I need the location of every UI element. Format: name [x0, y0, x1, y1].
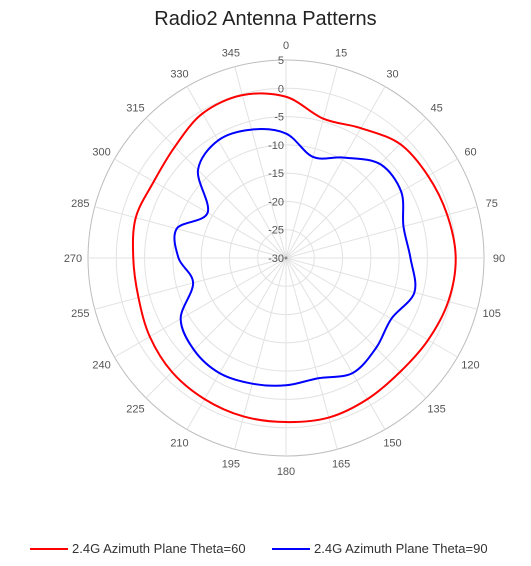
radial-tick-label: -25	[268, 225, 284, 237]
chart-title: Radio2 Antenna Patterns	[154, 8, 377, 30]
radial-tick-label: -20	[268, 196, 284, 208]
radial-tick-label: 0	[278, 83, 284, 95]
angle-tick-label: 90	[493, 253, 505, 265]
grid-spoke	[114, 257, 287, 358]
angle-tick-label: 30	[386, 69, 398, 81]
grid-spoke	[285, 158, 458, 259]
grid-spoke	[285, 86, 386, 259]
angle-tick-label: 345	[222, 47, 240, 59]
angle-tick-label: 210	[170, 437, 188, 449]
angle-tick-label: 240	[92, 360, 110, 372]
angle-tick-label: 255	[71, 308, 89, 320]
grid-spoke	[285, 117, 427, 259]
angle-tick-label: 15	[335, 47, 347, 59]
radial-tick-label: -15	[268, 168, 284, 180]
grid-spoke	[285, 257, 386, 430]
grid-spoke	[285, 257, 478, 310]
grid-spoke	[285, 257, 427, 399]
angle-tick-label: 0	[283, 40, 289, 52]
angle-tick-label: 135	[427, 404, 445, 416]
series-line-2	[173, 128, 417, 387]
radial-tick-label: -10	[268, 140, 284, 152]
grid-spoke	[234, 66, 287, 259]
angle-tick-label: 150	[383, 437, 401, 449]
grid-spoke	[186, 257, 287, 430]
angle-tick-label: 45	[430, 102, 442, 114]
angle-tick-label: 60	[464, 147, 476, 159]
grid-spoke	[285, 257, 458, 358]
angle-tick-label: 180	[277, 466, 295, 478]
angle-tick-label: 225	[126, 404, 144, 416]
grid-spoke	[145, 117, 287, 259]
grid-spoke	[94, 206, 287, 259]
series-line-1	[131, 92, 457, 424]
grid-spoke	[114, 158, 287, 259]
grid-spoke	[94, 257, 287, 310]
angle-tick-label: 285	[71, 198, 89, 210]
radial-tick-label: -30	[268, 253, 284, 265]
radial-tick-label: -5	[274, 112, 284, 124]
legend-label-2: 2.4G Azimuth Plane Theta=90	[314, 541, 488, 556]
grid-spoke	[186, 86, 287, 259]
legend-label-1: 2.4G Azimuth Plane Theta=60	[72, 541, 246, 556]
angle-tick-label: 300	[92, 147, 110, 159]
angle-tick-label: 315	[126, 102, 144, 114]
angle-tick-label: 75	[486, 198, 498, 210]
angle-tick-label: 330	[170, 69, 188, 81]
angle-tick-label: 270	[64, 253, 82, 265]
angle-tick-label: 120	[461, 360, 479, 372]
grid-spoke	[285, 206, 478, 259]
grid-spoke	[285, 66, 338, 259]
angle-tick-label: 105	[483, 308, 501, 320]
radial-tick-label: 5	[278, 55, 284, 67]
angle-tick-label: 195	[222, 459, 240, 471]
angle-tick-label: 165	[332, 459, 350, 471]
center-point	[284, 256, 288, 260]
grid-spoke	[145, 257, 287, 399]
